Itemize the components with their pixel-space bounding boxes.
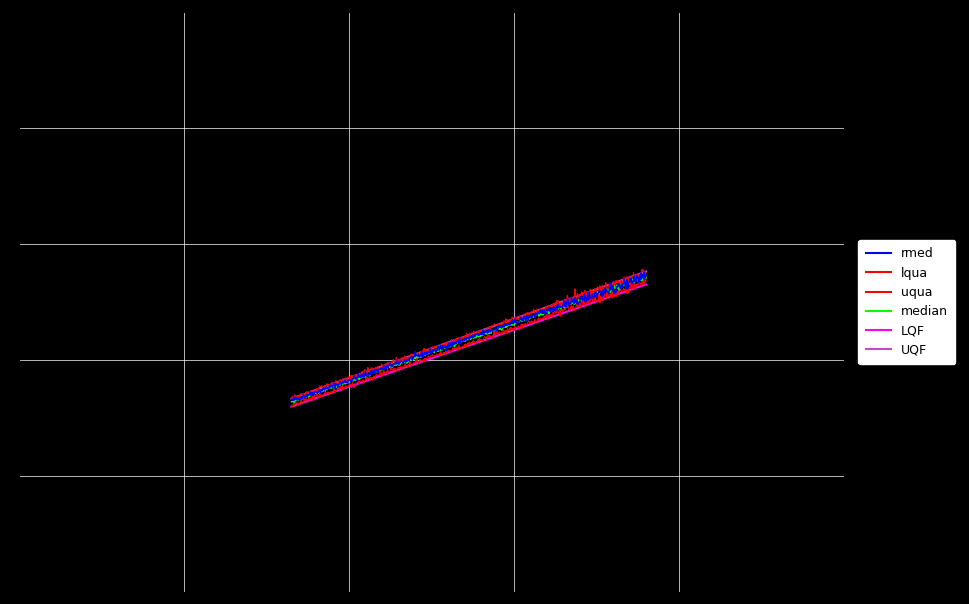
Legend: rmed, lqua, uqua, median, LQF, UQF: rmed, lqua, uqua, median, LQF, UQF (858, 240, 954, 364)
